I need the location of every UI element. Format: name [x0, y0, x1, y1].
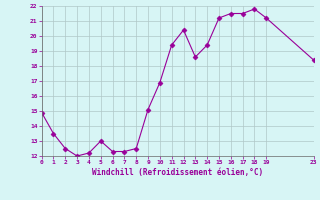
X-axis label: Windchill (Refroidissement éolien,°C): Windchill (Refroidissement éolien,°C) [92, 168, 263, 177]
